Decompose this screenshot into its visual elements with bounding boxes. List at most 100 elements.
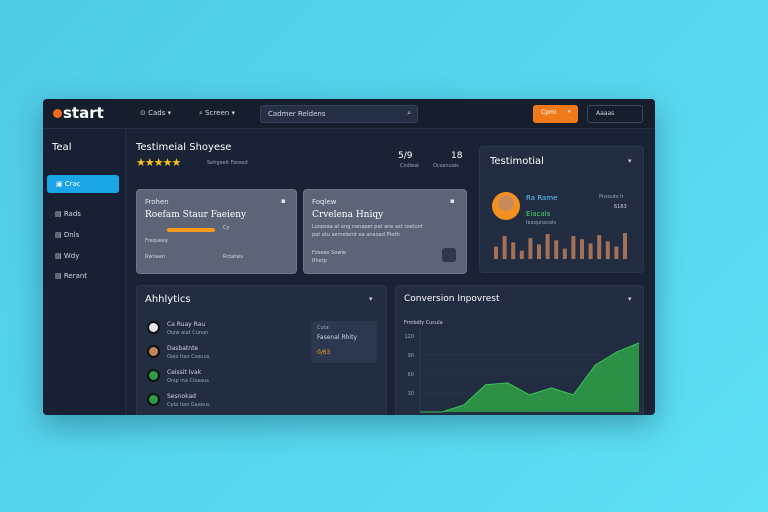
card-title: Crvelena Hniqy bbox=[312, 210, 384, 220]
card-line: Rwnaan bbox=[145, 254, 166, 260]
logo: start bbox=[63, 104, 104, 122]
card-title: Ahhlytics bbox=[145, 294, 191, 305]
caret: ▾ bbox=[568, 109, 571, 115]
review-card[interactable]: Frohen ▪ Roefam Staur Faeieny Frequeey C… bbox=[136, 189, 297, 274]
sidebar-text: Wdy bbox=[63, 252, 80, 260]
sidebar-item-active[interactable]: ▣ Crac bbox=[47, 175, 119, 193]
list-sub: Onip ina Cisaaus bbox=[167, 378, 209, 384]
list-avatar bbox=[147, 345, 160, 358]
sidebar: Teal ▣ Crac ▤ Rads ▤ Dnls ▤ Wdy ▤ Rerant bbox=[43, 129, 126, 415]
box-label: Cuta bbox=[317, 325, 329, 331]
list-avatar bbox=[147, 369, 160, 382]
sidebar-item[interactable]: ▤ Rerant bbox=[55, 272, 88, 280]
bar bbox=[554, 240, 559, 259]
nav-label: Cads bbox=[148, 109, 166, 117]
caret[interactable]: ▾ bbox=[628, 295, 632, 303]
bar bbox=[597, 235, 602, 259]
card-title: Conversion Inpovrest bbox=[404, 294, 500, 304]
rating-text: Sehgeelt Fassed bbox=[207, 160, 248, 166]
conversion-card: Conversion Inpovrest ▾ Frmbdly Cucula 30… bbox=[395, 285, 644, 415]
search-box[interactable]: Cadmer Reldens ⌕ bbox=[260, 105, 418, 123]
card-title: Roefam Staur Faeieny bbox=[145, 210, 247, 220]
bar bbox=[519, 250, 524, 259]
y-tick-label: 60 bbox=[408, 372, 414, 378]
review-card[interactable]: Foqlew ▪ Crvelena Hniqy Loopsaa at ang n… bbox=[303, 189, 467, 274]
card-line: Foseeo Sowle bbox=[312, 250, 346, 256]
sidebar-title: Teal bbox=[52, 142, 72, 153]
top-bar: start ⊙ Cads ▾ ⌕ Screen ▾ Cadmer Reldens… bbox=[43, 99, 655, 129]
person-tag: Eiacals bbox=[526, 210, 551, 218]
bar-chart bbox=[494, 233, 627, 259]
stars: ★★★★★ bbox=[136, 156, 181, 169]
list-name: Sesnokad bbox=[167, 393, 196, 400]
sidebar-text: Crac bbox=[64, 180, 81, 188]
nav-item[interactable]: ⌕ Screen ▾ bbox=[199, 109, 235, 117]
y-tick-label: 120 bbox=[404, 334, 414, 340]
secondary-button[interactable]: Aaaas bbox=[587, 105, 643, 123]
list-sub: Oipw aiat Cunan bbox=[167, 330, 209, 336]
bar bbox=[605, 241, 610, 259]
sidebar-item[interactable]: ▤ Rads bbox=[55, 210, 81, 218]
button-label: Cpmi bbox=[541, 109, 557, 116]
stat-value: 5/9 bbox=[398, 151, 413, 161]
card-line: pat atu aemelemt ea anaoad Ptoth bbox=[312, 232, 400, 238]
sidebar-text: Rads bbox=[63, 210, 81, 218]
analytics-box: Cuta Fasenal Rhity 0/63 bbox=[311, 321, 377, 363]
bar bbox=[562, 248, 567, 259]
sidebar-text: Dnls bbox=[63, 231, 80, 239]
list-name: Ca Ruay Rau bbox=[167, 321, 206, 328]
caret[interactable]: ▾ bbox=[628, 157, 632, 165]
search-icon: ⌕ bbox=[407, 109, 411, 117]
sidebar-text: Rerant bbox=[63, 272, 88, 280]
card-icon: ▪ bbox=[281, 197, 286, 205]
card-icon: ▪ bbox=[450, 197, 455, 205]
chart-subtitle: Frmbdly Cucula bbox=[404, 320, 443, 326]
card-title: Testimotial bbox=[490, 156, 544, 167]
nav-label: Screen bbox=[205, 109, 230, 117]
logo-dot bbox=[53, 109, 62, 118]
list-avatar bbox=[147, 393, 160, 406]
card-line: Cy bbox=[223, 225, 230, 231]
bar bbox=[588, 243, 593, 259]
sidebar-item[interactable]: ▤ Wdy bbox=[55, 252, 80, 260]
y-tick-label: 30 bbox=[408, 391, 414, 397]
bar bbox=[571, 236, 576, 259]
card-line: Rhetp bbox=[312, 258, 327, 264]
list-avatar bbox=[147, 321, 160, 334]
caret[interactable]: ▾ bbox=[369, 295, 373, 303]
sidebar-item[interactable]: ▤ Dnls bbox=[55, 231, 80, 239]
sidebar-label: ▣ Crac bbox=[56, 180, 81, 188]
person-sub: Ieaqunacais bbox=[526, 220, 556, 226]
bar bbox=[502, 236, 507, 259]
primary-button[interactable]: Cpmi ▾ bbox=[533, 105, 578, 123]
bar bbox=[528, 238, 533, 259]
bar bbox=[623, 233, 627, 259]
area-chart: 30 60 90 120 bbox=[404, 328, 640, 413]
bar bbox=[545, 234, 550, 259]
card-kicker: Foqlew bbox=[312, 198, 337, 206]
button-label: Aaaas bbox=[596, 110, 615, 117]
bar bbox=[494, 246, 498, 259]
bar bbox=[580, 239, 584, 259]
list-name: Ceissit Ivak bbox=[167, 369, 202, 376]
analytics-card: Ahhlytics ▾ Ca Ruay Rau Oipw aiat Cunan Da… bbox=[136, 285, 387, 415]
page-title: Testimeial Shoyese bbox=[136, 142, 232, 153]
person-name: Ra Rame bbox=[526, 194, 558, 202]
side-value: 6163 bbox=[614, 204, 627, 210]
list-sub: Cpla tiao Gaaeus bbox=[167, 402, 210, 408]
stat-label: Ocsanuais bbox=[433, 163, 459, 169]
bar bbox=[537, 244, 541, 259]
box-value: 0/63 bbox=[317, 349, 331, 356]
y-tick-label: 90 bbox=[408, 353, 414, 359]
nav-item[interactable]: ⊙ Cads ▾ bbox=[140, 109, 172, 117]
stat-label: Cvdieat bbox=[400, 163, 420, 169]
app-window: start ⊙ Cads ▾ ⌕ Screen ▾ Cadmer Reldens… bbox=[43, 99, 655, 415]
area bbox=[420, 342, 639, 412]
card-action[interactable] bbox=[442, 248, 456, 262]
list-sub: Oalo tiao Cseuus bbox=[167, 354, 210, 360]
bar bbox=[614, 246, 619, 259]
side-label: Pnsouts Ir bbox=[599, 194, 624, 200]
box-title: Fasenal Rhity bbox=[317, 334, 357, 341]
card-line: Rctatwu bbox=[223, 254, 244, 260]
